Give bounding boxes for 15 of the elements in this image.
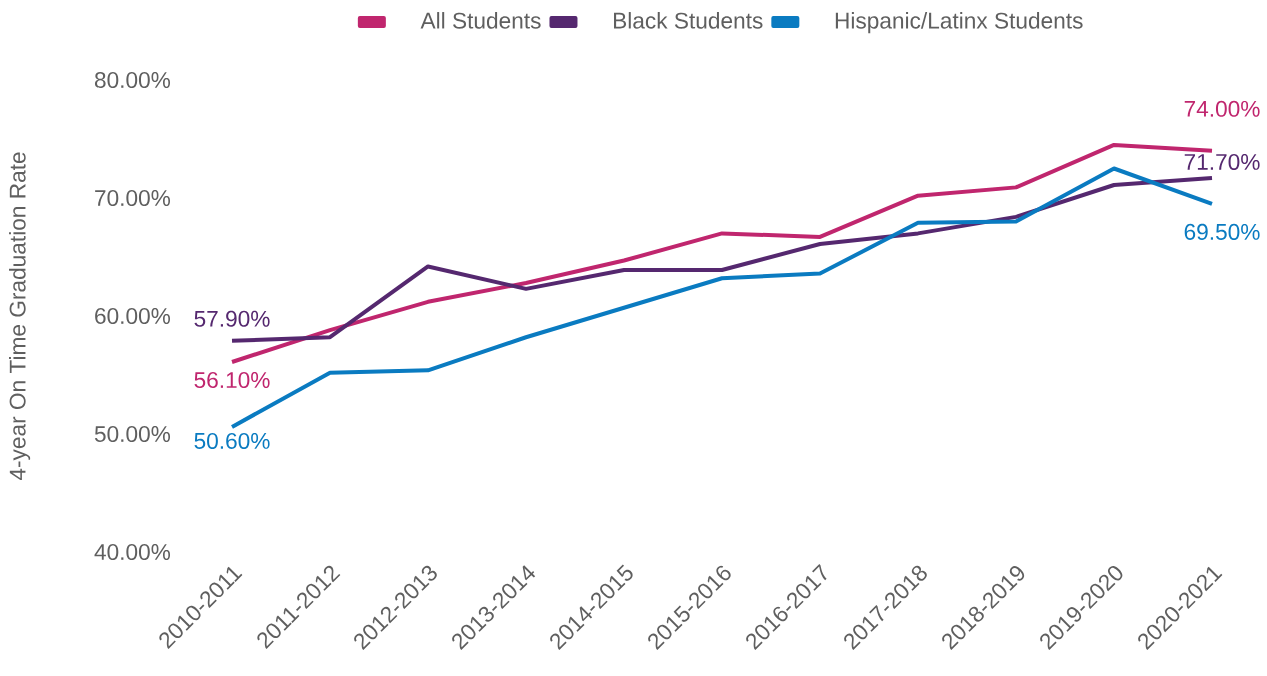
data-label: 74.00% [1184, 100, 1260, 117]
y-tick-label: 50.00% [94, 425, 171, 443]
y-axis-title: 4-year On Time Graduation Rate [9, 152, 31, 481]
data-label: 69.50% [1184, 223, 1260, 240]
data-label: 71.70% [1184, 153, 1260, 170]
y-tick-label: 60.00% [95, 307, 171, 325]
y-tick-label: 80.00% [94, 71, 171, 89]
data-label: 56.10% [194, 371, 270, 389]
y-tick-label: 70.00% [95, 189, 171, 207]
legend-label: All Students [420, 12, 541, 29]
y-tick-label: 40.00% [94, 543, 171, 561]
data-label: 50.60% [194, 432, 270, 449]
data-label: 57.90% [194, 310, 270, 327]
legend-label: Hispanic/Latinx Students [835, 12, 1083, 34]
legend-label: Black Students [614, 12, 763, 29]
